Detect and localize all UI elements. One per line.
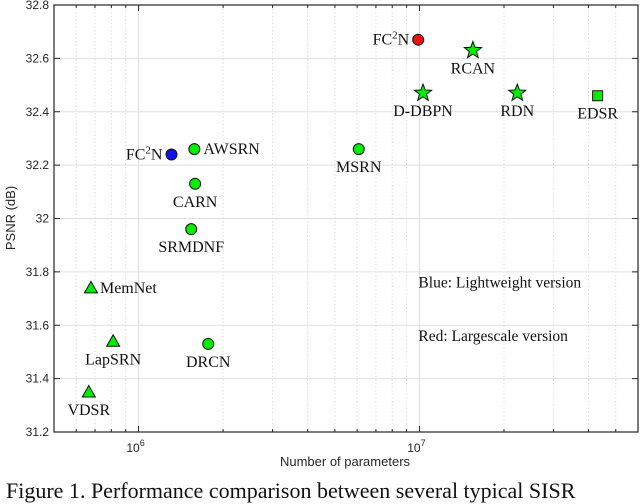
x-tick-label: 107 (407, 438, 425, 455)
annotations: Blue: Lightweight version Red: Largescale… (418, 275, 581, 345)
annotation-text: Red: Largescale version (418, 328, 568, 345)
triangle-marker (83, 280, 99, 294)
triangle-marker (105, 333, 121, 347)
x-tick-exponent: 7 (421, 438, 426, 448)
circle-marker (165, 148, 178, 161)
y-tick-label: 31.2 (26, 425, 50, 439)
label-text: N (151, 146, 163, 163)
circle-marker (202, 337, 215, 350)
circle-marker (189, 177, 202, 190)
star-marker (462, 39, 483, 59)
circle-marker (188, 143, 201, 156)
circle-marker (352, 143, 365, 156)
label-superscript: 2 (392, 30, 398, 42)
point-label: CARN (173, 194, 218, 211)
circle-marker (185, 223, 198, 236)
circle-marker (412, 33, 425, 46)
data-point-carn-green: CARN (173, 177, 218, 211)
data-point-fc2n-red: FC2N (373, 30, 425, 49)
point-label: EDSR (577, 106, 618, 123)
point-label: LapSRN (85, 351, 141, 368)
data-point-srmdnf-green: SRMDNF (158, 223, 224, 256)
y-tick-label: 32.4 (26, 105, 50, 119)
x-tick-exponent: 6 (140, 438, 145, 448)
y-tick-label: 31.4 (26, 372, 50, 386)
point-label: RDN (500, 103, 534, 120)
data-point-memnet-green: MemNet (83, 280, 157, 297)
y-tick-label: 32.6 (26, 51, 50, 65)
y-tick-label: 31.8 (26, 265, 50, 279)
x-axis-ticks: 106 107 (53, 5, 639, 455)
data-point-rcan-green: RCAN (451, 39, 496, 77)
point-label: RCAN (451, 60, 496, 77)
point-label: FC2N (126, 144, 163, 163)
point-label: DRCN (186, 354, 231, 371)
data-point-drcn-green: DRCN (186, 337, 231, 371)
data-point-awsrn-green: AWSRN (188, 141, 260, 158)
data-point-fc2n-blue: FC2N (126, 144, 178, 163)
y-tick-label: 32 (36, 212, 50, 226)
y-axis-ticks: 31.2 31.4 31.6 31.8 32 32.2 32.4 32.6 32.8 (26, 0, 638, 439)
point-label: AWSRN (203, 141, 260, 158)
y-tick-label: 32.2 (26, 158, 50, 172)
point-label: FC2N (373, 30, 410, 49)
label-text: FC (373, 32, 393, 49)
x-axis-label: Number of parameters (280, 454, 411, 469)
y-tick-label: 32.8 (26, 0, 50, 12)
x-tick-label: 106 (126, 438, 144, 455)
figure-caption: Figure 1. Performance comparison between… (6, 478, 576, 503)
label-text: FC (126, 146, 146, 163)
annotation-text: Blue: Lightweight version (418, 275, 581, 292)
data-point-rdn-green: RDN (500, 82, 535, 120)
y-axis-label: PSNR (dB) (3, 186, 18, 250)
data-point-vdsr-green: VDSR (67, 384, 110, 419)
grid-lines (53, 4, 639, 433)
y-tick-label: 31.6 (26, 318, 50, 332)
data-point-msrn-green: MSRN (336, 143, 382, 176)
triangle-marker (81, 384, 97, 398)
data-point-lapsrn-green: LapSRN (85, 333, 142, 368)
label-text: N (398, 32, 410, 49)
label-superscript: 2 (145, 144, 151, 156)
point-label: D-DBPN (393, 103, 453, 120)
point-label: VDSR (67, 402, 110, 419)
data-point-d-dbpn-green: D-DBPN (393, 82, 453, 120)
star-marker (413, 82, 433, 102)
point-label: MSRN (336, 159, 382, 176)
data-point-edsr-green: EDSR (577, 90, 618, 123)
square-marker (592, 90, 604, 102)
star-marker (507, 82, 528, 102)
point-label: SRMDNF (158, 239, 224, 256)
point-label: MemNet (100, 280, 157, 297)
